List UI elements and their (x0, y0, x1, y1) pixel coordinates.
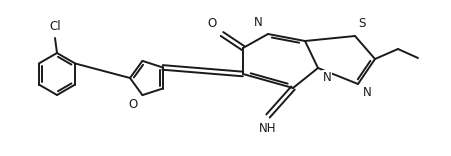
Text: S: S (357, 17, 364, 30)
Text: N: N (253, 16, 262, 29)
Text: Cl: Cl (49, 20, 61, 33)
Text: N: N (322, 71, 331, 84)
Text: NH: NH (259, 122, 276, 135)
Text: O: O (128, 98, 137, 111)
Text: N: N (362, 86, 371, 99)
Text: O: O (207, 17, 216, 30)
